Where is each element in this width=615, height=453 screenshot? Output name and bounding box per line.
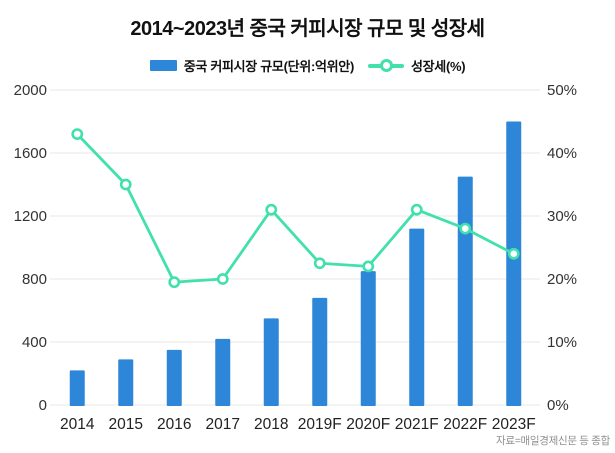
- bar-2022F: [457, 176, 473, 406]
- right-axis-tick-label: 30%: [547, 208, 577, 225]
- line-marker-2020F: [362, 260, 375, 273]
- line-marker-2016: [168, 276, 181, 289]
- left-axis-tick-label: 2000: [14, 82, 47, 99]
- chart-legend: 중국 커피시장 규모(단위:억위안) 성장세(%): [0, 56, 615, 75]
- x-axis-label: 2020F: [346, 416, 390, 433]
- bar-series-label: 중국 커피시장 규모(단위:억위안): [183, 59, 355, 74]
- bar-2014: [69, 370, 85, 406]
- line-series-marker-icon: [367, 59, 404, 72]
- line-marker-2019F: [313, 257, 326, 270]
- x-axis-label: 2023F: [492, 416, 536, 433]
- bar-2015: [118, 359, 134, 406]
- x-axis-label: 2014: [60, 416, 95, 433]
- legend-item-market-size: 중국 커피시장 규모(단위:억위안): [149, 56, 355, 75]
- bar-series-swatch-icon: [149, 60, 177, 71]
- x-axis-label: 2022F: [443, 416, 487, 433]
- line-series-circle-icon: [379, 59, 393, 72]
- x-axis-label: 2016: [157, 416, 191, 433]
- left-axis-tick-label: 800: [22, 271, 47, 288]
- left-axis-tick-label: 0: [39, 397, 47, 414]
- growth-line: [75, 132, 516, 284]
- right-axis-tick-label: 0%: [547, 397, 569, 414]
- right-axis-tick-label: 10%: [547, 334, 577, 351]
- line-marker-2014: [71, 128, 84, 140]
- legend-item-growth: 성장세(%): [367, 56, 466, 75]
- x-axis-label: 2021F: [395, 416, 439, 433]
- bar-2021F: [409, 228, 425, 406]
- bar-2018: [263, 318, 279, 406]
- right-axis-tick-label: 50%: [547, 82, 577, 99]
- bar-2023F: [506, 121, 522, 406]
- chart-title: 2014~2023년 중국 커피시장 규모 및 성장세: [130, 18, 485, 40]
- line-series-label: 성장세(%): [410, 59, 466, 74]
- x-axis-label: 2015: [109, 416, 143, 433]
- left-axis-tick-label: 400: [22, 334, 47, 351]
- line-marker-2022F: [459, 222, 472, 235]
- right-axis-tick-label: 40%: [547, 145, 577, 162]
- bar-2020F: [360, 271, 376, 406]
- line-marker-2018: [265, 203, 278, 216]
- x-axis-label: 2018: [254, 416, 288, 433]
- line-marker-2015: [119, 178, 132, 191]
- bar-2017: [215, 338, 231, 406]
- left-axis-tick-label: 1600: [14, 145, 47, 162]
- bar-2016: [166, 349, 182, 406]
- x-axis-label: 2017: [206, 416, 240, 433]
- source-note: 자료=매일경제신문 등 종합: [495, 435, 610, 447]
- line-marker-2017: [216, 273, 229, 285]
- right-axis-tick-label: 20%: [547, 271, 577, 288]
- bar-2019F: [312, 297, 328, 406]
- x-axis-label: 2019F: [298, 416, 342, 433]
- line-marker-2021F: [410, 203, 423, 216]
- line-marker-2023F: [507, 247, 520, 260]
- left-axis-tick-label: 1200: [14, 208, 47, 225]
